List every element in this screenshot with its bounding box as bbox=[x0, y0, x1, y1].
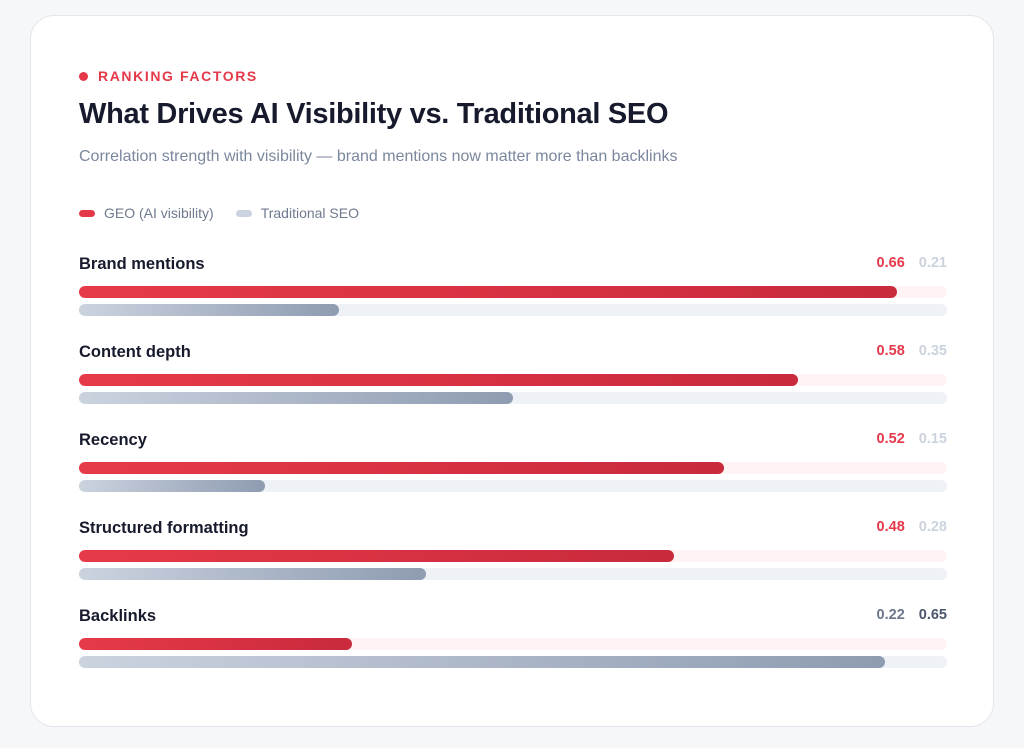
category-label: Content depth bbox=[79, 343, 191, 361]
geo-bar bbox=[79, 550, 675, 562]
category-label: Recency bbox=[79, 431, 147, 449]
seo-value-label: 0.21 bbox=[918, 255, 947, 271]
legend-item-geo: GEO (AI visibility) bbox=[79, 205, 214, 221]
dot-icon bbox=[79, 71, 88, 81]
geo-value-label: 0.58 bbox=[876, 343, 905, 359]
geo-bar bbox=[79, 638, 352, 650]
seo-track bbox=[79, 392, 947, 404]
legend-swatch-geo bbox=[79, 209, 95, 217]
seo-bar bbox=[79, 304, 340, 316]
geo-track bbox=[79, 374, 947, 386]
geo-bar bbox=[79, 374, 799, 386]
geo-track bbox=[79, 286, 947, 298]
category-label: Backlinks bbox=[79, 607, 157, 625]
geo-value-label: 0.52 bbox=[876, 431, 905, 447]
category-label: Structured formatting bbox=[79, 519, 249, 537]
value-labels: 0.52 0.15 bbox=[877, 431, 947, 447]
seo-value-label: 0.28 bbox=[918, 519, 947, 535]
seo-value-label: 0.35 bbox=[918, 343, 947, 359]
geo-track bbox=[79, 638, 947, 650]
legend: GEO (AI visibility) Traditional SEO bbox=[79, 205, 359, 221]
chart-card: RANKING FACTORS What Drives AI Visibilit… bbox=[30, 15, 994, 727]
category-label: Brand mentions bbox=[79, 255, 205, 273]
legend-label-geo: GEO (AI visibility) bbox=[104, 205, 214, 221]
seo-track bbox=[79, 480, 947, 492]
geo-value-label: 0.66 bbox=[876, 255, 905, 271]
value-labels: 0.58 0.35 bbox=[877, 343, 947, 359]
legend-label-seo: Traditional SEO bbox=[260, 205, 359, 221]
seo-bar bbox=[79, 392, 513, 404]
value-labels: 0.22 0.65 bbox=[877, 607, 947, 623]
geo-bar bbox=[79, 462, 724, 474]
geo-value-label: 0.22 bbox=[876, 607, 905, 623]
eyebrow: RANKING FACTORS bbox=[79, 68, 258, 84]
seo-bar bbox=[79, 568, 427, 580]
value-labels: 0.48 0.28 bbox=[877, 519, 947, 535]
seo-track bbox=[79, 656, 947, 668]
chart-subtitle: Correlation strength with visibility — b… bbox=[79, 148, 678, 165]
geo-bar bbox=[79, 286, 898, 298]
seo-track bbox=[79, 304, 947, 316]
geo-track bbox=[79, 462, 947, 474]
legend-swatch-seo bbox=[235, 209, 252, 217]
seo-track bbox=[79, 568, 947, 580]
seo-bar bbox=[79, 656, 885, 668]
eyebrow-label: RANKING FACTORS bbox=[98, 68, 258, 84]
legend-item-seo: Traditional SEO bbox=[235, 205, 359, 221]
value-labels: 0.66 0.21 bbox=[877, 255, 947, 271]
geo-value-label: 0.48 bbox=[876, 519, 905, 535]
seo-value-label: 0.65 bbox=[918, 607, 947, 623]
seo-bar bbox=[79, 480, 265, 492]
seo-value-label: 0.15 bbox=[918, 431, 947, 447]
chart-title: What Drives AI Visibility vs. Traditiona… bbox=[79, 98, 669, 130]
geo-track bbox=[79, 550, 947, 562]
